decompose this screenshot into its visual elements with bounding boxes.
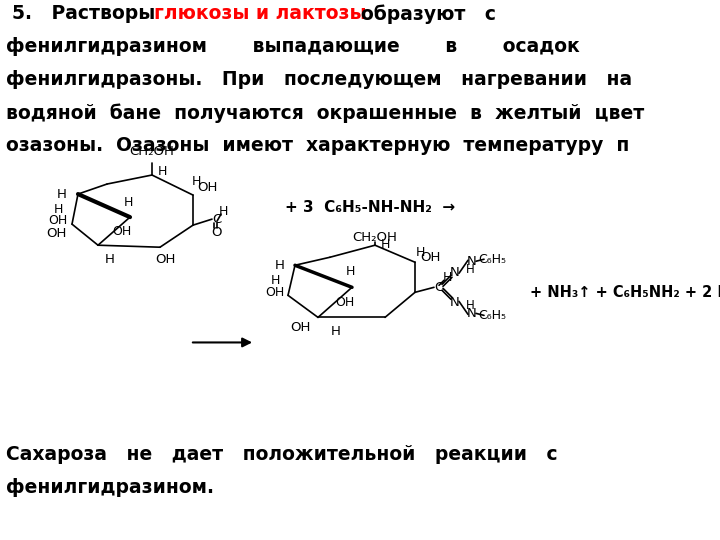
Text: H: H xyxy=(346,265,355,278)
Text: Сахароза   не   дает   положительной   реакции   с: Сахароза не дает положительной реакции с xyxy=(6,445,557,464)
Text: OH: OH xyxy=(266,286,284,299)
Text: H: H xyxy=(380,238,390,251)
Text: O: O xyxy=(212,226,222,239)
Text: N: N xyxy=(450,266,460,279)
Text: H: H xyxy=(218,205,228,218)
Text: H: H xyxy=(57,187,67,200)
Text: H: H xyxy=(466,299,474,312)
Text: C: C xyxy=(212,213,222,226)
Text: N: N xyxy=(467,255,477,268)
Text: 5.   Растворы: 5. Растворы xyxy=(12,4,162,23)
Text: H: H xyxy=(105,253,115,266)
Text: OH: OH xyxy=(420,251,440,264)
Text: + NH₃↑ + C₆H₅NH₂ + 2 H₂O: + NH₃↑ + C₆H₅NH₂ + 2 H₂O xyxy=(530,285,720,300)
Text: H: H xyxy=(270,274,279,287)
Text: H: H xyxy=(123,195,132,208)
Text: H: H xyxy=(442,271,451,284)
Text: H: H xyxy=(331,325,341,338)
Text: OH: OH xyxy=(336,296,355,309)
Text: C₆H₅: C₆H₅ xyxy=(478,253,506,266)
Text: CH₂OH: CH₂OH xyxy=(353,231,397,244)
Text: OH: OH xyxy=(290,321,310,334)
Text: H: H xyxy=(415,246,425,259)
Text: H: H xyxy=(53,202,63,215)
Text: OH: OH xyxy=(112,225,132,238)
Text: OH: OH xyxy=(155,253,175,266)
Text: C₆H₅: C₆H₅ xyxy=(478,309,506,322)
Text: OH: OH xyxy=(197,180,217,193)
Text: H: H xyxy=(157,165,167,178)
Text: H: H xyxy=(466,263,474,276)
Text: CH₂OH: CH₂OH xyxy=(130,145,174,158)
Text: + 3  C₆H₅-NH-NH₂  →: + 3 C₆H₅-NH-NH₂ → xyxy=(285,200,455,214)
Text: водяной  бане  получаются  окрашенные  в  желтый  цвет: водяной бане получаются окрашенные в жел… xyxy=(6,103,644,123)
Text: OH: OH xyxy=(46,227,66,240)
Text: C: C xyxy=(434,281,444,294)
Text: глюкозы и лактозы: глюкозы и лактозы xyxy=(154,4,366,23)
Text: OH: OH xyxy=(48,214,68,227)
Text: фенилгидразоны.   При   последующем   нагревании   на: фенилгидразоны. При последующем нагреван… xyxy=(6,70,632,89)
Text: озазоны.  Озазоны  имеют  характерную  температуру  п: озазоны. Озазоны имеют характерную темпе… xyxy=(6,136,629,155)
Text: фенилгидразином       выпадающие       в       осадок: фенилгидразином выпадающие в осадок xyxy=(6,37,580,56)
Text: фенилгидразином.: фенилгидразином. xyxy=(6,478,214,497)
Text: H: H xyxy=(275,259,285,272)
Text: N: N xyxy=(467,307,477,320)
Text: образуют   с: образуют с xyxy=(348,4,496,24)
Text: N: N xyxy=(450,296,460,309)
Text: H: H xyxy=(192,174,201,187)
